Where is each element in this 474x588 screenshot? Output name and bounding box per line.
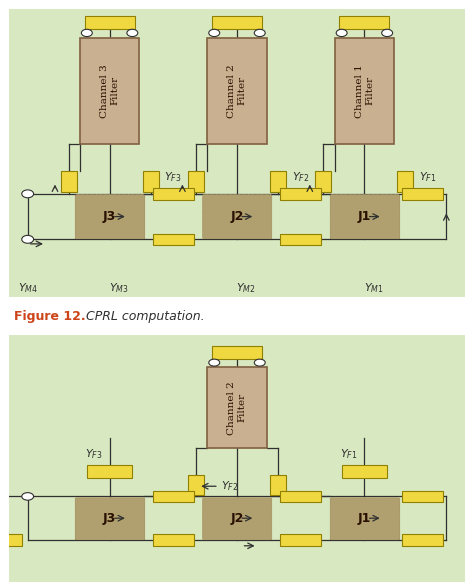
Bar: [397, 171, 413, 192]
Bar: [280, 233, 321, 245]
Bar: [87, 465, 132, 478]
Bar: [402, 491, 443, 502]
Bar: [84, 16, 135, 29]
Bar: [330, 195, 399, 238]
Bar: [188, 475, 204, 495]
Bar: [153, 233, 194, 245]
Circle shape: [22, 235, 34, 243]
Bar: [80, 38, 139, 144]
Bar: [153, 491, 194, 502]
Bar: [402, 188, 443, 199]
Bar: [188, 171, 204, 192]
Bar: [208, 367, 266, 449]
Text: $Y_{M4}$: $Y_{M4}$: [18, 281, 38, 295]
Text: $Y_{F2}$: $Y_{F2}$: [292, 171, 309, 184]
Text: J1: J1: [358, 512, 371, 524]
Bar: [75, 498, 144, 539]
Text: $Y_{M1}$: $Y_{M1}$: [364, 281, 383, 295]
Text: J3: J3: [103, 210, 116, 223]
Text: Figure 12.: Figure 12.: [14, 309, 86, 323]
Text: Channel 2
Filter: Channel 2 Filter: [228, 64, 246, 118]
Text: $Y_{F2}$: $Y_{F2}$: [221, 479, 238, 493]
Bar: [402, 534, 443, 546]
Circle shape: [22, 190, 34, 198]
Bar: [280, 534, 321, 546]
Bar: [153, 534, 194, 546]
Circle shape: [22, 493, 34, 500]
Bar: [212, 346, 262, 359]
Bar: [316, 171, 331, 192]
Bar: [270, 171, 286, 192]
Text: Channel 1
Filter: Channel 1 Filter: [355, 64, 374, 118]
Bar: [212, 16, 262, 29]
Text: $Y_{M2}$: $Y_{M2}$: [236, 281, 256, 295]
Circle shape: [127, 29, 138, 36]
Circle shape: [336, 29, 347, 36]
Bar: [335, 38, 394, 144]
Bar: [153, 188, 194, 199]
Bar: [203, 195, 271, 238]
Bar: [270, 475, 286, 495]
Text: J3: J3: [103, 512, 116, 524]
Circle shape: [254, 359, 265, 366]
Bar: [342, 465, 387, 478]
Bar: [143, 171, 158, 192]
Text: J2: J2: [230, 512, 244, 524]
Text: $Y_{F1}$: $Y_{F1}$: [419, 171, 437, 184]
Text: $Y_{M3}$: $Y_{M3}$: [109, 281, 128, 295]
Bar: [75, 195, 144, 238]
Bar: [203, 498, 271, 539]
Text: CPRL computation.: CPRL computation.: [82, 309, 205, 323]
Text: $Y_{F3}$: $Y_{F3}$: [85, 447, 103, 461]
Circle shape: [254, 29, 265, 36]
Bar: [208, 38, 266, 144]
Bar: [61, 171, 77, 192]
Text: J1: J1: [358, 210, 371, 223]
Text: $Y_{F3}$: $Y_{F3}$: [164, 171, 182, 184]
Bar: [280, 188, 321, 199]
Bar: [280, 491, 321, 502]
Circle shape: [82, 29, 92, 36]
Circle shape: [209, 359, 220, 366]
Text: J2: J2: [230, 210, 244, 223]
Bar: [339, 16, 390, 29]
Bar: [330, 498, 399, 539]
Circle shape: [209, 29, 220, 36]
Text: Channel 3
Filter: Channel 3 Filter: [100, 64, 119, 118]
Text: $Y_{F1}$: $Y_{F1}$: [340, 447, 357, 461]
Text: Channel 2
Filter: Channel 2 Filter: [228, 381, 246, 435]
Bar: [0, 534, 22, 546]
Circle shape: [382, 29, 392, 36]
